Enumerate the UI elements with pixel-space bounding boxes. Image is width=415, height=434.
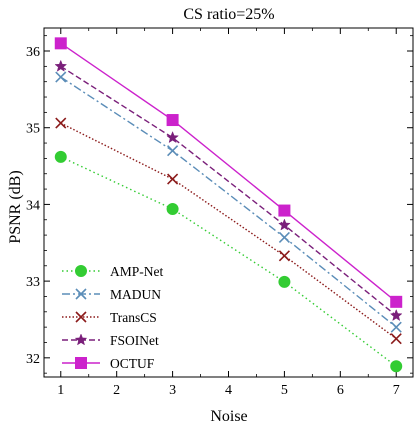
data-point (278, 204, 291, 217)
data-point (54, 37, 67, 50)
data-point (55, 117, 67, 129)
data-point (167, 173, 179, 185)
chart-title: CS ratio=25% (183, 6, 274, 23)
x-tick-label: 6 (337, 383, 344, 398)
x-tick-label: 5 (281, 383, 288, 398)
y-tick-label: 33 (26, 275, 40, 290)
y-tick-label: 35 (26, 122, 40, 137)
series-line (60, 65, 397, 317)
x-tick-label: 4 (225, 383, 232, 398)
legend-label: TransCS (110, 310, 157, 325)
plot-frame (43, 27, 414, 378)
legend-swatch-marker (75, 265, 87, 277)
data-point (389, 308, 403, 322)
legend-swatch-marker (75, 311, 87, 323)
series-line (60, 122, 397, 340)
series-madun (55, 71, 402, 333)
legend-label: AMP-Net (110, 264, 163, 279)
legend-label: FSOINet (110, 333, 159, 348)
data-point (390, 360, 403, 373)
series-line (60, 42, 397, 303)
x-tick-label: 7 (393, 383, 400, 398)
legend-label: MADUN (110, 287, 161, 302)
series-line (60, 76, 397, 328)
data-point (55, 71, 67, 83)
series-amp-net (54, 150, 403, 373)
legend: AMP-Net MADUN TransCS FSOINet OCTUF (62, 264, 163, 371)
x-tick-label: 2 (113, 383, 120, 398)
series-transcs (55, 117, 402, 345)
legend-swatch-marker (75, 357, 87, 369)
data-point (278, 250, 290, 262)
data-point (54, 59, 68, 72)
data-point (390, 295, 403, 308)
data-point (54, 150, 67, 163)
data-point (167, 145, 179, 157)
data-point (166, 203, 179, 216)
data-point (390, 321, 402, 333)
legend-swatch-marker (75, 288, 87, 300)
series-line (60, 156, 397, 367)
data-point (390, 333, 402, 345)
data-point (278, 275, 291, 288)
y-tick-label: 34 (26, 198, 40, 213)
y-tick-label: 32 (26, 352, 40, 367)
data-point (278, 218, 291, 231)
y-axis-label: PSNR (dB) (7, 170, 24, 243)
legend-swatch-marker (74, 333, 88, 346)
legend-label: OCTUF (110, 356, 155, 371)
x-tick-label: 1 (57, 383, 64, 398)
data-point (278, 231, 290, 243)
y-tick-label: 36 (26, 45, 40, 60)
data-point (166, 131, 179, 144)
data-point (166, 114, 179, 127)
x-tick-label: 3 (169, 383, 176, 398)
series-octuf (54, 37, 403, 308)
x-axis-label: Noise (210, 408, 247, 425)
series-fsoinet (54, 59, 403, 322)
